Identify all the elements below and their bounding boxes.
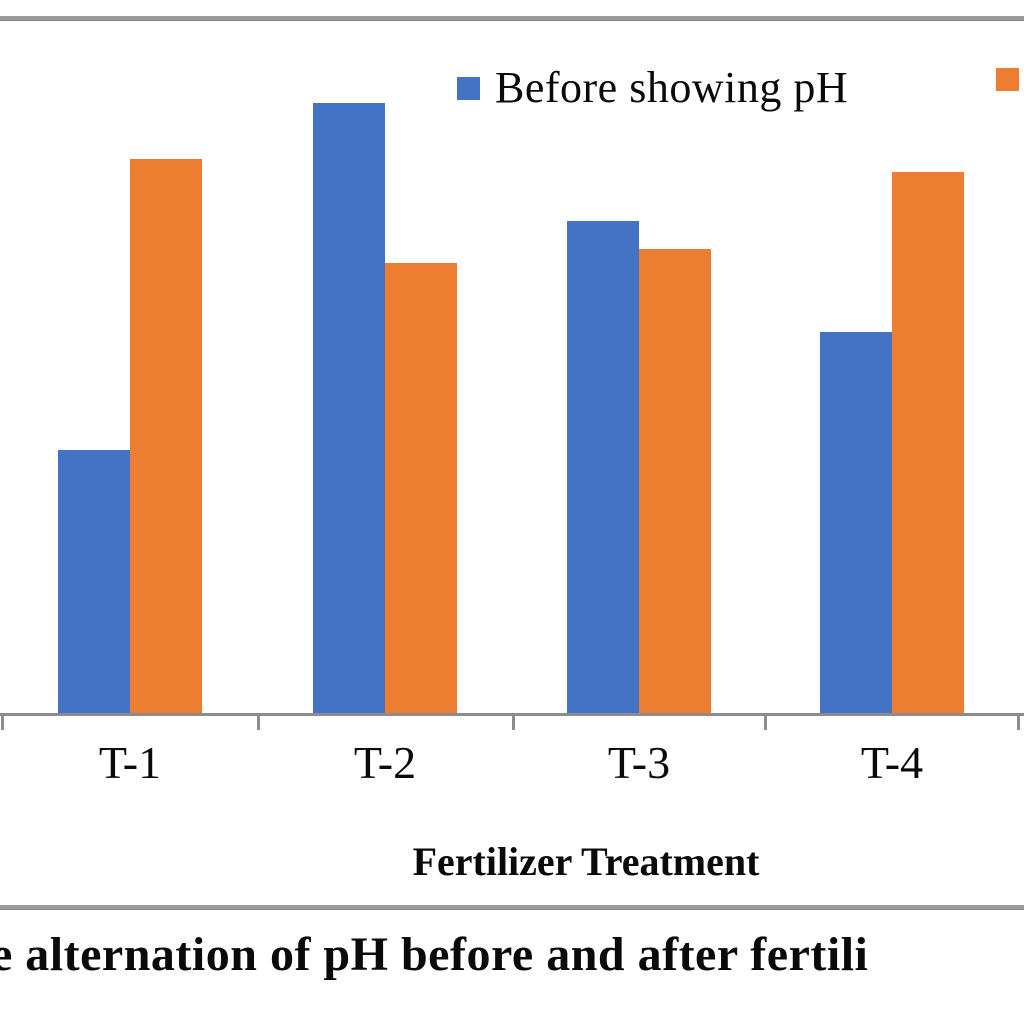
x-axis-tick-0 — [1, 716, 4, 730]
plot-area: T-1 T-2 T-3 T-4 — [0, 103, 1024, 788]
bar-T-2-series1 — [313, 103, 385, 713]
bar-T-4-series2 — [892, 172, 964, 713]
x-axis-title: Fertilizer Treatment — [412, 839, 760, 884]
bottom-divider — [0, 905, 1024, 910]
bar-T-3-series2 — [639, 249, 711, 713]
x-tick-label-T-1: T-1 — [98, 737, 162, 788]
x-axis-tick-4 — [1017, 716, 1020, 730]
legend-marker-series2-icon — [996, 68, 1019, 91]
x-tick-label-T-4: T-4 — [860, 737, 924, 788]
top-divider — [0, 16, 1024, 21]
bar-T-3-series1 — [567, 221, 639, 713]
x-tick-label-T-2: T-2 — [353, 737, 417, 788]
x-axis-line — [0, 713, 1024, 716]
legend-label-series1: Before showing pH — [495, 63, 849, 112]
x-axis-tick-1 — [257, 716, 260, 730]
x-axis-tick-2 — [512, 716, 515, 730]
x-axis-tick-3 — [764, 716, 767, 730]
figure-caption: e alternation of pH before and after fer… — [0, 928, 869, 981]
chart-legend: Before showing pH — [457, 66, 848, 110]
x-tick-label-T-3: T-3 — [607, 737, 671, 788]
bar-T-4-series1 — [820, 332, 892, 713]
bar-T-1-series1 — [58, 450, 130, 713]
bar-T-1-series2 — [130, 159, 202, 713]
bar-T-2-series2 — [385, 263, 457, 713]
legend-marker-series1-icon — [457, 76, 480, 100]
